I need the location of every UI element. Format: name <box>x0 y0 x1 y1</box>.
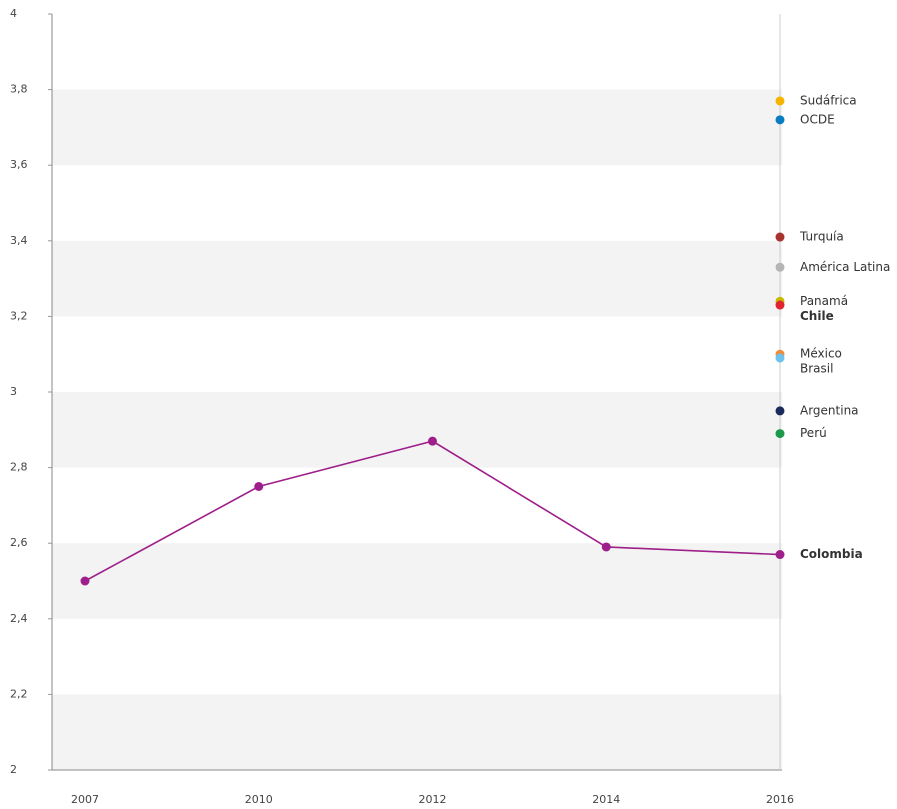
legend-label: Perú <box>800 426 827 440</box>
legend-label: Chile <box>800 309 834 323</box>
data-point <box>775 429 785 439</box>
x-tick-label: 2007 <box>71 793 99 806</box>
data-point <box>80 576 90 586</box>
data-point <box>775 96 785 106</box>
legend-label: Sudáfrica <box>800 93 857 107</box>
legend-label: Brasil <box>800 362 833 376</box>
x-tick-label: 2010 <box>245 793 273 806</box>
data-point <box>775 353 785 363</box>
legend-label: América Latina <box>800 260 890 274</box>
data-point <box>775 115 785 125</box>
y-tick-label: 3,2 <box>10 309 28 322</box>
y-tick-label: 2 <box>10 763 17 776</box>
grid-band <box>52 392 782 468</box>
grid-band <box>52 89 782 166</box>
y-tick-label: 2,4 <box>10 612 28 625</box>
grid-band <box>52 543 782 619</box>
data-point <box>254 482 264 491</box>
legend-label: Argentina <box>800 403 859 417</box>
y-tick-label: 2,6 <box>10 536 28 549</box>
legend-label: México <box>800 347 842 361</box>
x-tick-label: 2012 <box>419 793 447 806</box>
x-tick-label: 2014 <box>592 793 620 806</box>
data-point <box>601 542 611 552</box>
y-tick-label: 2,8 <box>10 461 28 474</box>
data-point <box>775 406 785 416</box>
y-tick-label: 3,6 <box>10 158 28 171</box>
y-tick-label: 4 <box>10 7 17 20</box>
x-tick-label: 2016 <box>766 793 794 806</box>
y-tick-label: 3,4 <box>10 234 28 247</box>
grid-band <box>52 240 782 317</box>
y-tick-label: 3 <box>10 385 17 398</box>
legend-label: OCDE <box>800 112 835 126</box>
y-tick-label: 2,2 <box>10 687 28 700</box>
data-point <box>775 550 785 560</box>
legend-label: Colombia <box>800 547 863 561</box>
data-point <box>775 232 785 242</box>
data-point <box>775 262 785 272</box>
legend-label: Panamá <box>800 294 848 308</box>
data-point <box>428 436 437 446</box>
data-point <box>775 300 785 310</box>
y-tick-label: 3,8 <box>10 83 28 96</box>
grid-band <box>52 694 782 770</box>
legend-label: Turquía <box>799 230 844 244</box>
